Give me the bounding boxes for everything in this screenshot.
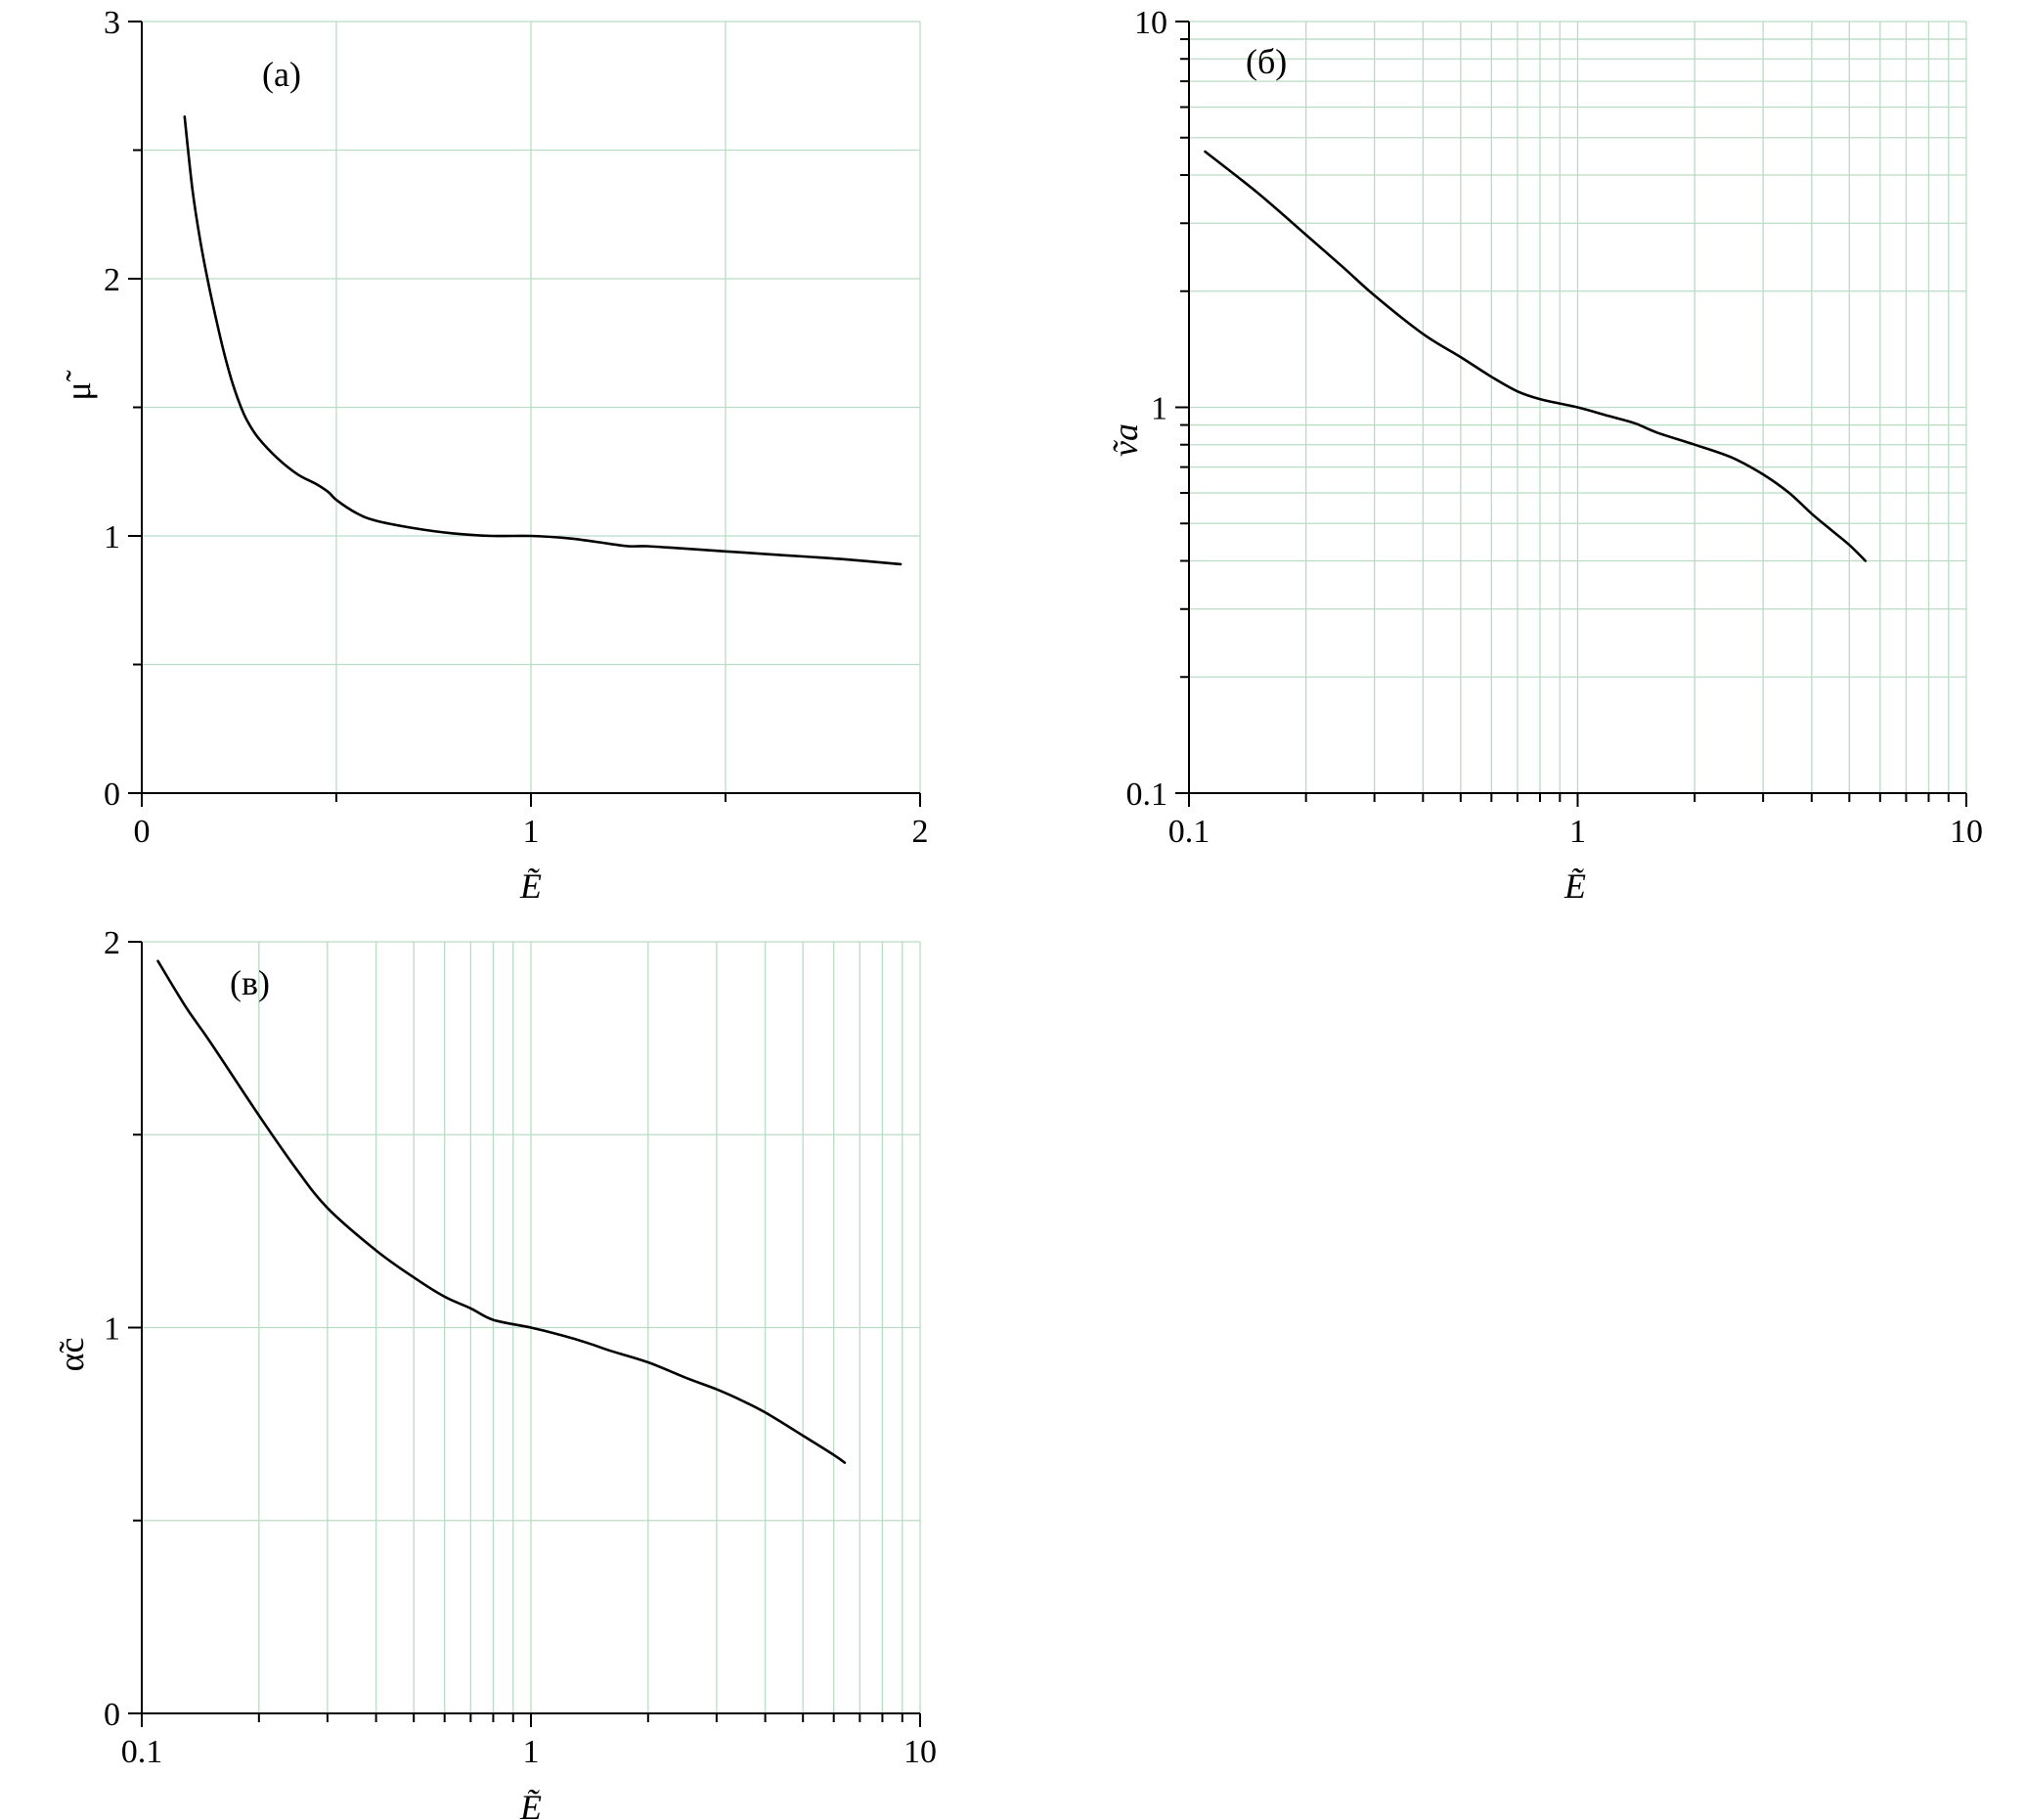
panel-c-axes [128, 941, 921, 1727]
panel-a-y-tick-label: 2 [104, 262, 120, 298]
panel-c-x-tick-label: 0.1 [121, 1734, 163, 1770]
panel-a-label: (a) [262, 55, 301, 94]
panel-c-x-axis-label: Ẽ [519, 1788, 542, 1820]
panel-c-x-tick-label: 10 [903, 1734, 937, 1770]
panel-a-x-tick-label: 1 [523, 814, 540, 850]
panel-b-y-tick-label: 1 [1151, 391, 1167, 427]
panel-b-y-tick-label: 0.1 [1126, 777, 1168, 813]
panel-c-y-tick-label: 1 [104, 1311, 120, 1348]
panel-b-label: (б) [1246, 42, 1287, 81]
panel-b-x-axis-label: Ẽ [1563, 866, 1586, 906]
panel-b-tick-labels: 0.1 1 10 0.1 1 10 [1126, 5, 1984, 850]
panel-c-x-tick-label: 1 [523, 1734, 540, 1770]
panel-c-y-tick-label: 2 [104, 925, 120, 961]
panel-a-x-tick-label: 0 [134, 814, 151, 850]
panel-a-curve [183, 115, 902, 566]
panel-c-tick-labels: 0.1 1 10 0 1 2 [104, 925, 937, 1770]
panel-b-x-tick-label: 1 [1569, 814, 1586, 850]
panel-c-label: (в) [230, 963, 270, 1002]
panel-b-axes [1175, 21, 1967, 807]
panel-a-x-tick-label: 2 [912, 814, 929, 850]
panel-a-y-tick-label: 0 [104, 777, 120, 813]
panel-b-x-tick-label: 10 [1950, 814, 1983, 850]
panel-b-y-axis-label: ṽa [1106, 423, 1145, 457]
panel-a-tick-labels: 0 1 2 0 1 2 3 [104, 5, 929, 850]
panel-b-y-tick-label: 10 [1134, 5, 1167, 41]
panel-a-y-tick-label: 3 [104, 5, 120, 41]
panel-c: 0.1 1 10 0 1 2 (в) Ẽ α̃c [52, 925, 937, 1820]
panel-b: 0.1 1 10 0.1 1 10 (б) Ẽ ṽa [1106, 5, 1983, 906]
panel-b-x-tick-label: 0.1 [1168, 814, 1211, 850]
panel-a-y-tick-label: 1 [104, 519, 120, 555]
panel-b-curve [1204, 150, 1868, 562]
panel-c-curve [156, 959, 847, 1464]
panel-a-x-axis-label: Ẽ [519, 866, 542, 906]
panel-a-axes [128, 21, 921, 807]
panel-c-y-tick-label: 0 [104, 1697, 120, 1733]
panel-c-y-axis-label: α̃c [52, 1338, 91, 1372]
